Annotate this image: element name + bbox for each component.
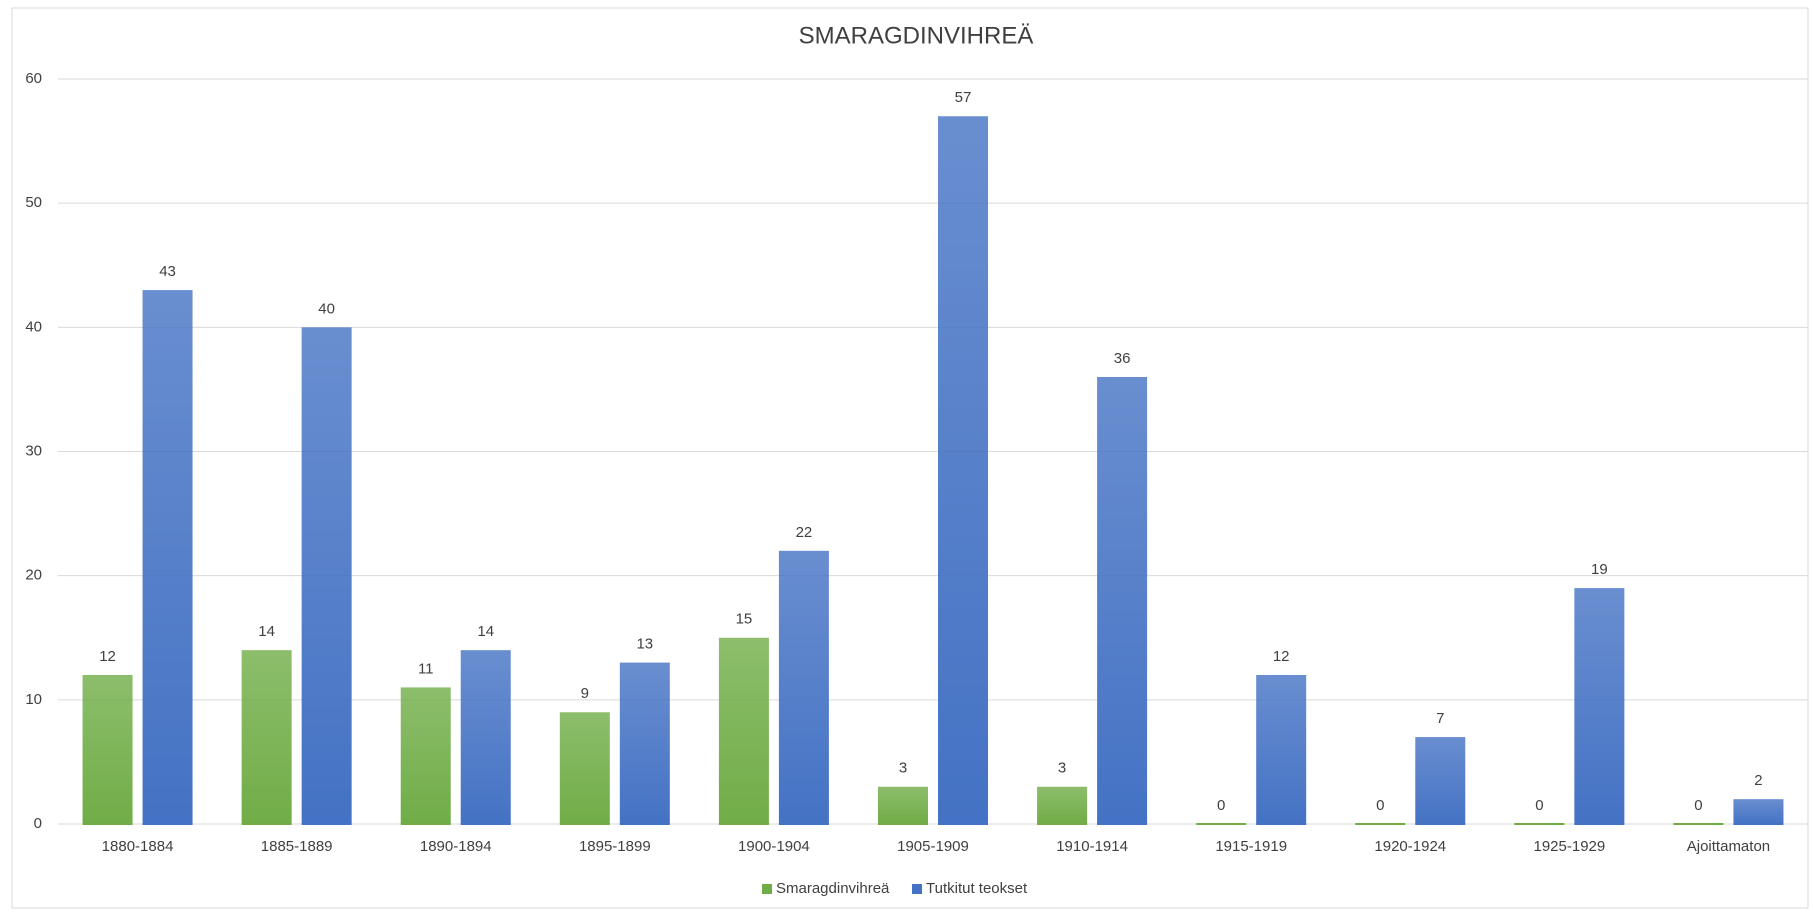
bar (241, 650, 292, 824)
data-label: 11 (418, 660, 434, 677)
data-label: 3 (1058, 760, 1066, 777)
y-tick-label: 10 (25, 691, 42, 708)
data-label: 14 (477, 623, 494, 640)
bar (1733, 799, 1784, 824)
bar (938, 116, 988, 824)
y-tick-label: 20 (25, 567, 42, 584)
data-label: 0 (1535, 797, 1543, 814)
x-tick-label: 1885-1889 (261, 838, 333, 855)
data-label: 0 (1376, 797, 1384, 814)
x-tick-label: 1915-1919 (1215, 838, 1287, 855)
data-label: 13 (636, 636, 653, 653)
x-tick-label: 1890-1894 (420, 838, 492, 855)
x-tick-label: 1900-1904 (738, 838, 810, 855)
data-label: 40 (318, 300, 335, 317)
bar (619, 662, 670, 824)
data-label: 12 (99, 648, 116, 665)
y-tick-label: 50 (25, 194, 42, 211)
bar (460, 650, 511, 824)
x-tick-label: Ajoittamaton (1687, 838, 1770, 855)
bar (718, 637, 769, 824)
x-tick-label: 1920-1924 (1374, 838, 1446, 855)
y-tick-label: 0 (34, 815, 42, 832)
bar (1037, 786, 1088, 824)
x-tick-label: 1925-1929 (1533, 838, 1605, 855)
data-label: 2 (1754, 772, 1762, 789)
bar (559, 712, 610, 824)
bar (878, 786, 928, 824)
data-label: 14 (258, 623, 275, 640)
chart-title: SMARAGDINVIHREÄ (799, 22, 1034, 49)
data-label: 0 (1217, 797, 1225, 814)
legend-label: Smaragdinvihreä (776, 880, 890, 897)
bar (301, 327, 352, 824)
bar (142, 290, 193, 824)
bar (400, 687, 451, 824)
x-tick-label: 1895-1899 (579, 838, 651, 855)
x-tick-label: 1910-1914 (1056, 838, 1128, 855)
data-label: 9 (581, 685, 589, 702)
data-label: 57 (955, 89, 972, 106)
legend-label: Tutkitut teokset (926, 880, 1028, 897)
data-label: 22 (796, 524, 813, 541)
data-label: 36 (1114, 350, 1131, 367)
data-label: 19 (1591, 561, 1608, 578)
data-label: 43 (159, 263, 176, 280)
bar (1574, 588, 1625, 824)
bar (1097, 377, 1148, 824)
data-label: 0 (1694, 797, 1702, 814)
bar (82, 675, 133, 824)
bar (778, 550, 829, 824)
y-tick-label: 30 (25, 442, 42, 459)
legend-swatch (762, 884, 772, 894)
x-tick-label: 1905-1909 (897, 838, 969, 855)
data-label: 3 (899, 760, 907, 777)
y-tick-label: 40 (25, 318, 42, 335)
legend-swatch (912, 884, 922, 894)
y-tick-label: 60 (25, 70, 42, 87)
data-label: 15 (736, 611, 753, 628)
data-label: 7 (1436, 710, 1444, 727)
bar (1256, 675, 1307, 824)
bar (1415, 737, 1466, 824)
x-tick-label: 1880-1884 (102, 838, 174, 855)
data-label: 12 (1273, 648, 1290, 665)
